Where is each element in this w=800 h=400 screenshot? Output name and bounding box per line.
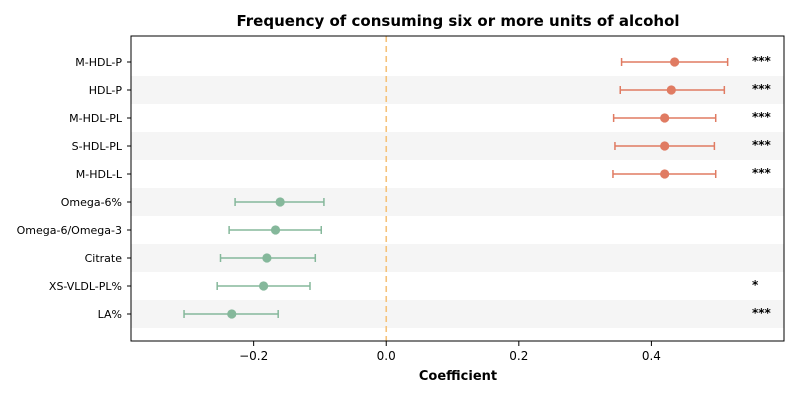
y-tick-label: LA% (98, 308, 122, 321)
x-tick-label: −0.2 (239, 349, 268, 363)
x-axis-ticks: −0.2 0.0 0.2 0.4 (239, 341, 661, 363)
x-tick-label: 0.0 (377, 349, 396, 363)
x-tick-label: 0.2 (509, 349, 528, 363)
y-tick-label: M-HDL-PL (69, 112, 123, 125)
estimate-point (262, 253, 272, 263)
x-tick-label: 0.4 (642, 349, 661, 363)
significance-labels: ******************* (752, 54, 772, 320)
estimate-point (670, 57, 680, 67)
estimate-point (275, 197, 285, 207)
y-tick-label: Citrate (85, 252, 123, 265)
plot-frame (130, 35, 785, 342)
y-axis-labels: M-HDL-P HDL-P M-HDL-PL S-HDL-PL M-HDL-L Omega… (17, 56, 131, 321)
estimate-point (258, 281, 269, 291)
chart-title: Frequency of consuming six or more units… (236, 12, 679, 30)
row-stripes (131, 76, 784, 328)
significance-label: *** (752, 166, 772, 180)
significance-label: *** (752, 138, 772, 152)
significance-label: *** (752, 82, 772, 96)
y-tick-label: HDL-P (89, 84, 123, 97)
estimate-point (270, 225, 281, 235)
y-tick-label: Omega-6/Omega-3 (17, 224, 122, 237)
y-tick-label: M-HDL-P (75, 56, 122, 69)
significance-label: *** (752, 306, 772, 320)
estimate-point (660, 141, 670, 151)
y-tick-label: XS-VLDL-PL% (49, 280, 122, 293)
significance-label: *** (752, 54, 772, 68)
y-tick-label: M-HDL-L (76, 168, 123, 181)
estimate-point (227, 309, 237, 319)
row-stripe (131, 188, 784, 216)
significance-label: *** (752, 110, 772, 124)
significance-label: * (752, 278, 759, 292)
estimate-point (660, 169, 670, 179)
y-tick-label: Omega-6% (61, 196, 122, 209)
x-axis-label: Coefficient (419, 369, 497, 384)
chart-marks (183, 57, 729, 319)
estimate-point (660, 113, 670, 123)
estimate-point (666, 85, 676, 95)
y-tick-label: S-HDL-PL (72, 140, 123, 153)
